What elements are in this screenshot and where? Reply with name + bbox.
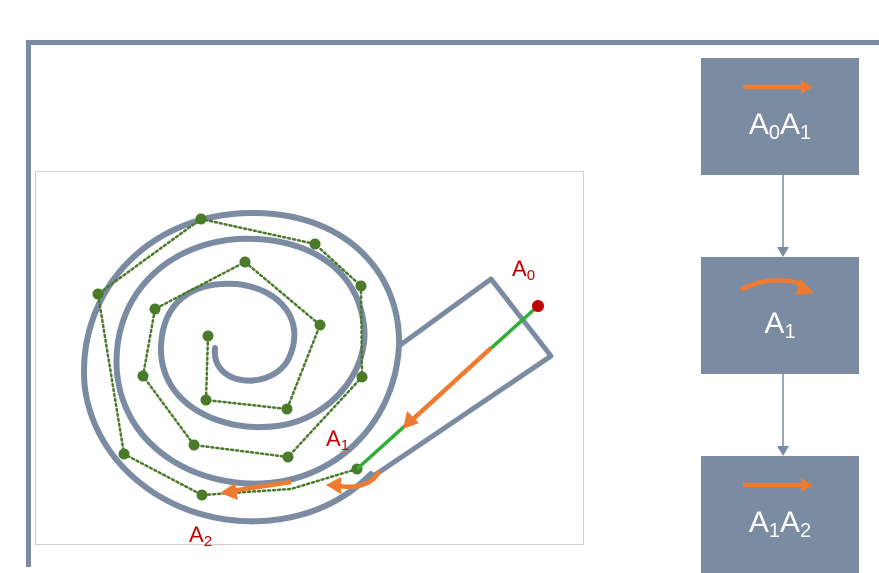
node xyxy=(196,489,208,501)
flow-box-label: A1A2 xyxy=(748,506,812,542)
flow-box-label: A0A1 xyxy=(748,108,812,144)
node xyxy=(309,238,321,250)
label-a2: A2 xyxy=(189,522,213,550)
orange-arrow-a2 xyxy=(230,479,292,494)
connector-2-head xyxy=(777,446,789,456)
node-path xyxy=(96,217,364,497)
flow-box-a0a1: A0A1 xyxy=(701,58,859,175)
node xyxy=(137,370,149,382)
flow-box-label: A1 xyxy=(764,307,796,343)
spiral-diagram xyxy=(35,171,584,545)
label-a0: A0 xyxy=(512,256,536,284)
node xyxy=(149,303,161,315)
curved-arrow-icon xyxy=(739,278,814,295)
orange-arrow-duct xyxy=(409,346,493,423)
node xyxy=(355,280,367,292)
node xyxy=(200,394,212,406)
straight-arrow-icon xyxy=(743,80,813,94)
orange-arrow-duct-head xyxy=(403,411,419,429)
connector-1-head xyxy=(777,247,789,257)
node xyxy=(188,439,200,451)
node xyxy=(314,319,326,331)
node-points xyxy=(92,213,368,501)
orange-curve-arrow-head xyxy=(326,477,341,494)
orange-curve-arrow xyxy=(338,469,382,489)
node xyxy=(92,288,104,300)
label-a1: A1 xyxy=(326,426,350,454)
node xyxy=(195,213,207,225)
spiral-wall xyxy=(81,209,403,525)
flow-box-a1: A1 xyxy=(701,257,859,374)
flow-box-a1a2: A1A2 xyxy=(701,456,859,573)
frame-left-border xyxy=(26,40,31,567)
spiral-canvas xyxy=(81,209,554,525)
start-point-a0 xyxy=(532,300,544,312)
node xyxy=(118,448,130,460)
orange-arrow-a2-head xyxy=(220,483,238,500)
node xyxy=(239,256,251,268)
node xyxy=(282,451,294,463)
straight-arrow-icon xyxy=(743,478,813,492)
node xyxy=(356,371,368,383)
node xyxy=(281,403,293,415)
frame-top-border xyxy=(26,40,879,45)
duct-upper-wall xyxy=(373,276,554,478)
node xyxy=(202,330,214,342)
